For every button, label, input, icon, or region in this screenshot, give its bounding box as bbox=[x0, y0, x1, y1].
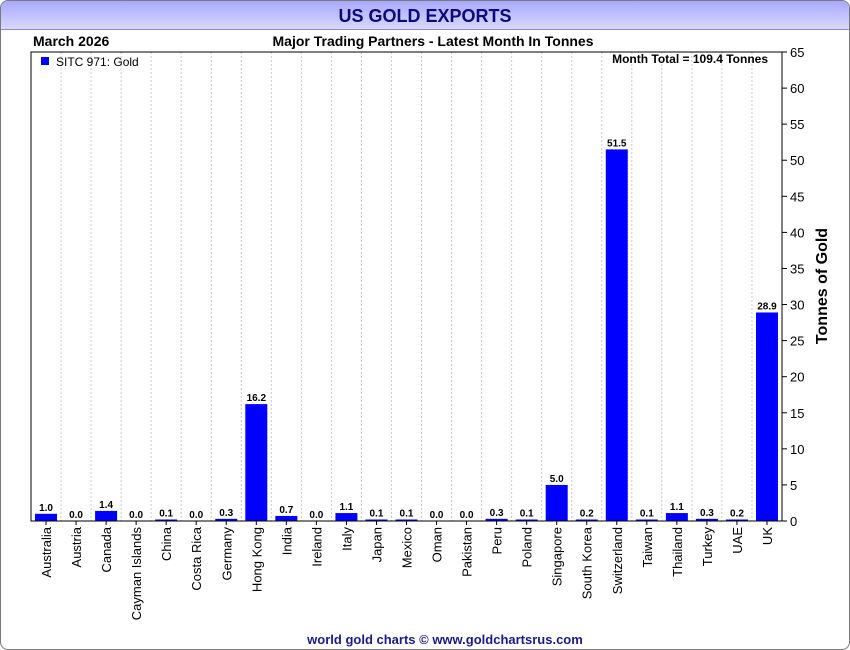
x-tick-label: Germany bbox=[219, 527, 234, 581]
y-tick-label: 10 bbox=[790, 442, 804, 457]
y-tick-label: 50 bbox=[790, 153, 804, 168]
bar-value-label: 0.1 bbox=[400, 509, 414, 520]
bar-value-label: 1.1 bbox=[670, 502, 684, 513]
axis-layer: 0 5 10 15 20 25 30 35 40 45 50 55 60 65 bbox=[45, 45, 804, 529]
y-tick-label: 65 bbox=[790, 45, 804, 60]
y-tick-label: 60 bbox=[790, 81, 804, 96]
bar bbox=[245, 404, 268, 521]
y-tick-label: 30 bbox=[790, 298, 804, 313]
x-tick-label: Mexico bbox=[400, 527, 415, 568]
bar-value-label: 0.3 bbox=[219, 508, 233, 519]
x-tick-label: Italy bbox=[339, 527, 354, 551]
y-tick-label: 55 bbox=[790, 117, 804, 132]
x-tick-label: Oman bbox=[430, 527, 445, 562]
x-tick-label: South Korea bbox=[580, 526, 595, 599]
legend-label: SITC 971: Gold bbox=[56, 55, 139, 69]
bar bbox=[515, 519, 538, 521]
bar-value-label: 0.1 bbox=[520, 509, 534, 520]
x-tick-label: Australia bbox=[39, 526, 54, 577]
bar-value-label: 0.3 bbox=[490, 508, 504, 519]
x-tick-label: China bbox=[159, 526, 174, 561]
bar-value-label: 0.0 bbox=[129, 510, 143, 521]
plot-border bbox=[30, 51, 783, 522]
y-tick-label: 20 bbox=[790, 370, 804, 385]
bar-value-label: 5.0 bbox=[550, 474, 564, 485]
bar-value-label: 0.0 bbox=[69, 510, 83, 521]
bar-value-label: 0.0 bbox=[460, 510, 474, 521]
bar bbox=[335, 513, 358, 521]
y-tick-label: 40 bbox=[790, 225, 804, 240]
bar bbox=[275, 515, 298, 521]
bar bbox=[155, 519, 178, 521]
x-tick-label: Costa Rica bbox=[189, 526, 204, 590]
bar-value-label: 1.4 bbox=[99, 500, 113, 511]
y-tick-label: 25 bbox=[790, 334, 804, 349]
chart-subtitle: Major Trading Partners - Latest Month In… bbox=[273, 33, 594, 49]
chart-title: US GOLD EXPORTS bbox=[338, 6, 512, 26]
grid-layer bbox=[60, 52, 753, 521]
y-tick-label: 35 bbox=[790, 261, 804, 276]
bar bbox=[755, 312, 778, 521]
bar bbox=[365, 519, 388, 521]
footer-credit: world gold charts © www.goldchartsrus.co… bbox=[306, 632, 583, 647]
y-tick-label: 45 bbox=[790, 189, 804, 204]
x-tick-label: Peru bbox=[490, 527, 505, 554]
bar bbox=[575, 519, 598, 521]
bar bbox=[635, 519, 658, 521]
bar-value-label: 1.1 bbox=[339, 502, 353, 513]
chart-date: March 2026 bbox=[33, 33, 109, 49]
bar-value-label: 51.5 bbox=[607, 138, 627, 149]
bar bbox=[605, 149, 628, 521]
x-tick-label: UK bbox=[760, 527, 775, 545]
bar bbox=[35, 513, 58, 521]
bar bbox=[545, 484, 568, 521]
x-tick-label: Taiwan bbox=[640, 527, 655, 567]
bar-value-label: 0.1 bbox=[159, 509, 173, 520]
month-total: Month Total = 109.4 Tonnes bbox=[612, 52, 768, 66]
bar-value-label: 16.2 bbox=[247, 393, 267, 404]
x-tick-label: Canada bbox=[99, 526, 114, 572]
x-tick-label: Thailand bbox=[670, 527, 685, 577]
bar-value-label: 0.0 bbox=[189, 510, 203, 521]
bar-value-label: 0.3 bbox=[700, 508, 714, 519]
x-tick-label: Pakistan bbox=[460, 527, 475, 577]
bar-value-label: 0.0 bbox=[309, 510, 323, 521]
bar-value-label: 0.7 bbox=[279, 505, 293, 516]
bar bbox=[95, 510, 118, 521]
bar bbox=[395, 519, 418, 521]
bar bbox=[485, 518, 508, 521]
bar-value-label: 0.2 bbox=[580, 509, 594, 520]
x-tick-label: Switzerland bbox=[610, 527, 625, 594]
bar bbox=[215, 518, 238, 521]
bar-value-label: 0.1 bbox=[640, 509, 654, 520]
x-tick-label: Austria bbox=[69, 526, 84, 567]
bar bbox=[725, 519, 748, 521]
x-tick-label: Poland bbox=[520, 527, 535, 567]
bar-value-label: 0.2 bbox=[730, 509, 744, 520]
bar bbox=[665, 513, 688, 521]
y-tick-label: 0 bbox=[790, 514, 797, 529]
bars-layer bbox=[35, 149, 778, 521]
x-tick-label: India bbox=[279, 526, 294, 555]
labels-layer: 1.0 Australia 0.0 Austria 1.4 Canada 0.0 Cayman… bbox=[39, 138, 777, 620]
y-axis-title: Tonnes of Gold bbox=[814, 228, 831, 344]
x-tick-label: Turkey bbox=[700, 527, 715, 567]
x-tick-label: Japan bbox=[369, 527, 384, 562]
bar-value-label: 0.1 bbox=[370, 509, 384, 520]
title-bar: US GOLD EXPORTS bbox=[1, 1, 849, 30]
x-tick-label: Ireland bbox=[309, 527, 324, 567]
y-tick-label: 15 bbox=[790, 406, 804, 421]
x-tick-label: Cayman Islands bbox=[129, 527, 144, 621]
x-tick-label: UAE bbox=[730, 527, 745, 554]
legend-swatch bbox=[41, 57, 49, 65]
y-tick-label: 5 bbox=[790, 478, 797, 493]
bar-value-label: 1.0 bbox=[39, 503, 53, 514]
x-tick-label: Singapore bbox=[550, 527, 565, 586]
bar bbox=[695, 518, 718, 521]
bar-value-label: 28.9 bbox=[757, 301, 777, 312]
bar-value-label: 0.0 bbox=[430, 510, 444, 521]
x-tick-label: Hong Kong bbox=[249, 527, 264, 592]
